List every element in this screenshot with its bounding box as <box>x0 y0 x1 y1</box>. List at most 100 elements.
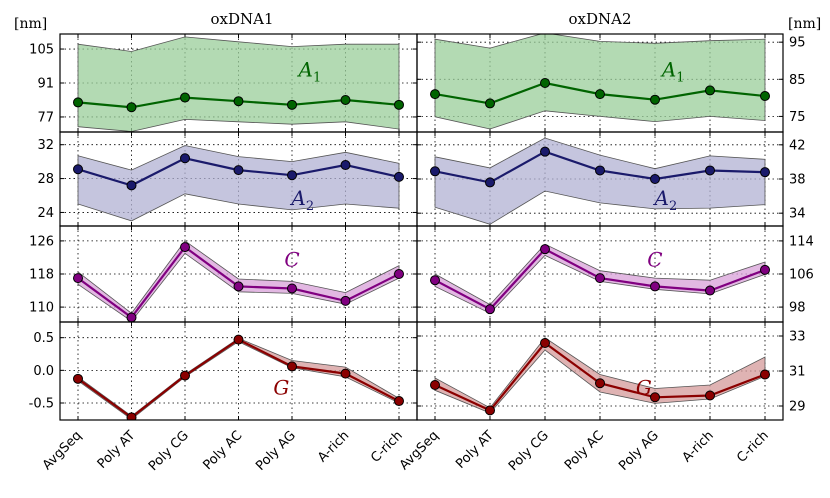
x-tick-label: A-rich <box>315 428 352 465</box>
left-column-title: oxDNA1 <box>210 10 273 28</box>
y-tick-label: 34 <box>789 207 806 222</box>
series-group <box>430 243 770 315</box>
y-tick-label: 33 <box>789 330 806 345</box>
data-point <box>540 338 550 348</box>
panel-label: G <box>273 376 289 400</box>
data-point <box>340 160 351 171</box>
y-tick-label: 110 <box>29 301 54 316</box>
data-point <box>705 285 715 296</box>
data-point <box>394 269 404 279</box>
x-tick-label: Poly AC <box>200 428 245 473</box>
x-tick-label: Poly AG <box>253 428 299 474</box>
x-tick-label: C-rich <box>734 428 772 466</box>
panel-label-subscript: 1 <box>313 70 321 85</box>
series-group <box>430 137 770 225</box>
y-tick-label: 85 <box>789 73 806 88</box>
data-point <box>430 380 440 390</box>
panel-label-main: C <box>284 248 299 272</box>
series-group <box>73 334 404 420</box>
data-point <box>73 97 83 108</box>
data-point <box>595 273 605 284</box>
y-tick-label: 0.0 <box>33 364 54 379</box>
data-point <box>340 368 351 379</box>
panel-label-main: A <box>653 186 669 210</box>
data-point <box>287 99 297 110</box>
data-point <box>760 264 770 275</box>
panel-label: G <box>636 376 652 400</box>
uncertainty-band <box>434 34 766 130</box>
y-tick-label: 106 <box>789 268 814 283</box>
data-point <box>233 281 244 292</box>
data-point <box>340 295 351 306</box>
data-point <box>595 165 605 176</box>
uncertainty-band <box>77 36 400 132</box>
panel-label-subscript: 2 <box>669 199 677 214</box>
panel-label-subscript: 1 <box>676 70 684 85</box>
data-point <box>233 96 244 107</box>
data-point <box>650 392 660 403</box>
data-point <box>705 390 715 401</box>
data-point <box>233 334 244 345</box>
y-tick-label: 95 <box>789 36 806 51</box>
series-group <box>73 36 404 132</box>
y-tick-label: 42 <box>789 138 806 153</box>
data-point <box>180 153 190 164</box>
y-tick-label: 75 <box>789 110 806 125</box>
y-tick-label: 98 <box>789 301 806 316</box>
uncertainty-band <box>77 240 400 322</box>
panel-label: A1 <box>297 57 322 85</box>
x-tick-label: Poly AC <box>562 428 607 473</box>
y-tick-label: 0.5 <box>33 331 54 346</box>
data-point <box>650 281 660 292</box>
panel-label-subscript: 2 <box>306 199 314 214</box>
y-tick-label: 126 <box>29 234 54 249</box>
x-tick-label: Poly AT <box>95 428 139 472</box>
data-point <box>540 78 550 88</box>
data-point <box>760 167 770 178</box>
data-point <box>650 174 660 184</box>
data-point <box>485 98 495 109</box>
x-tick-label: AvgSeq <box>40 428 85 473</box>
panel-a2-oxdna1: 32 28 24 A2 <box>37 131 418 227</box>
data-point <box>287 361 297 372</box>
panel-g-oxdna2: 33 31 29 G <box>416 321 806 421</box>
left-units-label: [nm] <box>14 16 47 32</box>
panel-label-main: C <box>647 248 662 272</box>
data-point <box>126 102 137 113</box>
data-point <box>287 170 297 181</box>
x-tick-label: AvgSeq <box>397 428 442 473</box>
panel-frame <box>416 321 784 421</box>
data-point <box>650 94 660 105</box>
series-group <box>73 240 404 322</box>
y-tick-label: 31 <box>789 365 806 380</box>
panel-label-main: A <box>297 57 313 81</box>
series-group <box>430 337 770 416</box>
x-tick-label: Poly AG <box>616 428 662 474</box>
panel-label: A2 <box>653 186 678 214</box>
panel-label-main: A <box>289 186 305 210</box>
series-group <box>73 145 404 222</box>
data-point <box>73 273 83 284</box>
panel-label: C <box>647 248 662 272</box>
data-point <box>430 89 440 100</box>
y-tick-label: 29 <box>789 400 806 415</box>
y-tick-label: 114 <box>789 234 814 249</box>
data-point <box>394 99 404 110</box>
data-point <box>180 92 190 103</box>
panel-c-oxdna1: 126 118 110 C <box>29 225 418 323</box>
panel-label: A2 <box>289 186 314 214</box>
data-point <box>394 396 404 407</box>
right-column-title: oxDNA2 <box>568 10 631 28</box>
data-point <box>540 146 550 157</box>
y-tick-label: 105 <box>29 43 54 58</box>
panel-label-main: G <box>636 376 652 400</box>
data-point <box>233 165 244 176</box>
uncertainty-band <box>77 145 400 222</box>
data-point <box>485 177 495 188</box>
panel-c-oxdna2: 114 106 98 C <box>416 225 814 323</box>
y-tick-label: 32 <box>37 138 54 153</box>
data-point <box>760 90 770 101</box>
uncertainty-band <box>434 137 766 225</box>
data-point <box>485 304 495 315</box>
panel-label: C <box>284 248 299 272</box>
